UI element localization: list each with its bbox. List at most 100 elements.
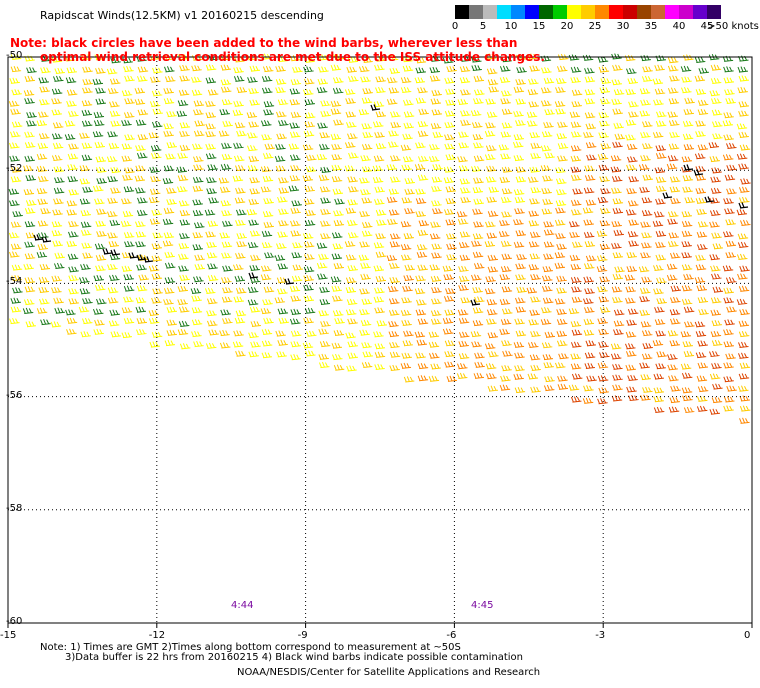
wind-barb (612, 363, 623, 370)
wind-barb (697, 362, 709, 369)
wind-barb (596, 265, 608, 273)
wind-barb (597, 375, 609, 382)
wind-barb (515, 98, 526, 105)
wind-barb (330, 108, 342, 115)
wind-barb (360, 273, 371, 280)
wind-barb (25, 321, 37, 328)
wind-barb (432, 131, 443, 138)
wind-barb (302, 232, 314, 240)
wind-barb (571, 329, 583, 336)
wind-barb (696, 231, 708, 238)
wind-barb (178, 200, 190, 207)
wind-barb (51, 275, 62, 282)
wind-barb (401, 254, 412, 261)
wind-barb (347, 199, 358, 206)
wind-barb (50, 321, 62, 328)
wind-barb (515, 166, 527, 173)
wind-barb (95, 156, 106, 163)
wind-barb (429, 264, 441, 271)
wind-barb (446, 65, 457, 73)
wind-barb (610, 343, 622, 350)
wind-barb (124, 167, 135, 174)
wind-barb (248, 351, 259, 358)
wind-barb (500, 240, 512, 247)
wind-barb (80, 331, 91, 338)
wind-barb (107, 232, 118, 239)
wind-barb (331, 342, 343, 349)
wind-barb (275, 330, 286, 337)
wind-barb (234, 317, 246, 324)
wind-barb (445, 219, 456, 226)
wind-barb (64, 133, 76, 141)
wind-barb (641, 209, 653, 217)
wind-barb (474, 296, 485, 303)
wind-barb (233, 296, 245, 303)
wind-barb (66, 100, 77, 107)
wind-barb (501, 339, 512, 347)
wind-barb (458, 352, 470, 360)
wind-barb (487, 210, 499, 217)
wind-barb (135, 241, 146, 248)
wind-barb (697, 99, 709, 106)
wind-barb (528, 210, 539, 217)
wind-barb (445, 186, 457, 193)
wind-barb (530, 330, 541, 337)
wind-barb (695, 130, 706, 137)
wind-barb (346, 298, 358, 305)
wind-barb (612, 374, 623, 381)
wind-barb (415, 309, 427, 316)
wind-barb (458, 317, 470, 324)
colorbar-swatch (567, 5, 581, 19)
wind-barb (319, 340, 331, 348)
wind-barb (376, 219, 387, 226)
wind-barb (8, 232, 20, 239)
wind-barb (542, 198, 553, 205)
wind-barb (166, 329, 178, 336)
wind-barb (290, 78, 302, 86)
wind-barb (584, 76, 596, 83)
wind-barb (725, 97, 736, 104)
wind-barb (417, 229, 429, 236)
wind-barb (555, 207, 566, 214)
wind-barb (458, 241, 470, 249)
wind-barb (107, 197, 118, 204)
wind-barb (164, 262, 176, 269)
wind-barb (571, 89, 583, 96)
wind-barb (541, 131, 553, 138)
colorbar-swatch (553, 5, 567, 19)
wind-barb (260, 307, 272, 315)
wind-barb (347, 176, 358, 183)
wind-barb (653, 396, 664, 403)
wind-barb (738, 196, 750, 203)
colorbar-label: 0 (451, 21, 459, 32)
wind-barb (725, 276, 737, 284)
wind-barb (25, 232, 37, 239)
wind-barb (177, 174, 189, 182)
wind-barb (136, 55, 147, 62)
wind-barb (193, 130, 205, 137)
wind-barb (220, 64, 232, 71)
wind-barb (487, 385, 499, 392)
lat-tick-label: -56 (6, 389, 23, 401)
wind-barb (572, 188, 583, 195)
wind-barb (109, 101, 120, 108)
wind-barb (682, 340, 694, 348)
wind-barb (247, 76, 258, 83)
wind-barb (446, 254, 457, 261)
wind-barb (386, 254, 398, 262)
wind-barb (121, 198, 132, 205)
wind-barb (599, 220, 611, 227)
wind-barb (543, 77, 555, 84)
flagged-wind-barb (662, 192, 673, 199)
wind-barb (179, 64, 190, 72)
wind-barb (639, 186, 650, 193)
wind-barb (24, 221, 36, 228)
wind-barb (639, 295, 650, 303)
wind-barb (347, 232, 359, 239)
wind-barb (166, 187, 177, 194)
wind-barb (374, 363, 385, 370)
wind-barb (526, 111, 538, 118)
wind-barb (389, 341, 400, 349)
wind-barb (738, 55, 749, 62)
wind-barb (332, 77, 344, 84)
